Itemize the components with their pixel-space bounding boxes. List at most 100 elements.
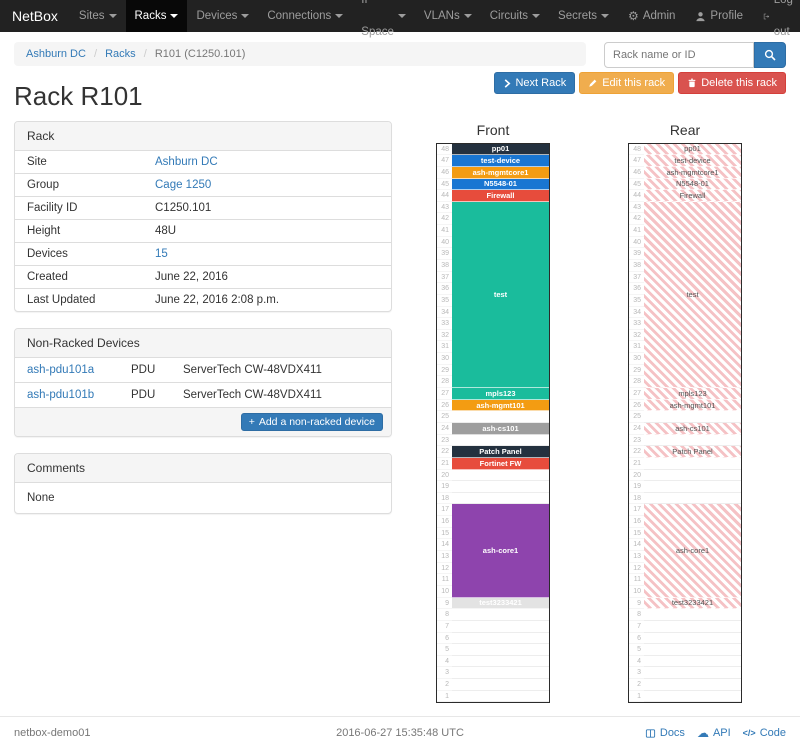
rack-unit-number: 29 — [437, 365, 452, 377]
rack-device[interactable]: ash-cs101 — [452, 422, 549, 435]
rack-unit-empty — [452, 621, 549, 633]
attr-row: Group Cage 1250 — [15, 172, 391, 196]
rack-unit-empty — [644, 470, 741, 482]
docs-label: Docs — [659, 727, 685, 739]
api-link[interactable]: ☁ API — [697, 727, 731, 739]
nav-item-devices[interactable]: Devices — [187, 0, 258, 32]
rack-unit-number: 5 — [629, 644, 644, 656]
docs-link[interactable]: Docs — [645, 727, 685, 739]
rack-unit-empty — [644, 609, 741, 621]
rack-unit-number: 32 — [629, 330, 644, 342]
rack-device[interactable]: test — [452, 201, 549, 389]
rack-device[interactable]: ash-cs101 — [644, 422, 741, 435]
breadcrumb-racks-link[interactable]: Racks — [105, 48, 136, 60]
rack-device[interactable]: Fortinet FW — [452, 457, 549, 470]
nav-item-vlans[interactable]: VLANs — [415, 0, 481, 32]
rack-device[interactable]: test-device — [644, 155, 741, 167]
profile-label: Profile — [710, 10, 744, 22]
rack-device[interactable]: test3233421 — [644, 597, 741, 610]
rack-device[interactable]: N5548-01 — [452, 178, 549, 191]
rack-device[interactable]: ash-core1 — [644, 504, 741, 598]
nav-item-ip-space[interactable]: IP Space — [352, 0, 415, 38]
edit-rack-button[interactable]: Edit this rack — [579, 72, 675, 94]
attr-label: Group — [27, 178, 59, 191]
rack-device[interactable]: ash-mgmtcore1 — [452, 166, 549, 179]
rack-device[interactable]: pp01 — [452, 143, 549, 156]
chevron-down-icon — [463, 14, 472, 18]
search-input[interactable] — [604, 42, 754, 68]
profile-link[interactable]: Profile — [685, 0, 753, 32]
rack-unit-number: 22 — [437, 446, 452, 458]
chevron-down-icon — [108, 14, 117, 18]
cloud-icon: ☁ — [696, 726, 709, 740]
attr-value[interactable]: Ashburn DC — [155, 155, 218, 168]
device-link[interactable]: ash-pdu101a — [27, 363, 95, 376]
rack-device[interactable]: ash-core1 — [452, 504, 549, 598]
breadcrumb-separator: / — [93, 48, 98, 60]
delete-rack-button[interactable]: Delete this rack — [678, 72, 786, 94]
rack-unit-empty — [452, 656, 549, 668]
trash-icon — [688, 78, 696, 88]
attr-row: Site Ashburn DC — [15, 151, 391, 173]
rack-device[interactable]: pp01 — [644, 143, 741, 156]
rack-device[interactable]: test-device — [452, 155, 549, 167]
book-icon — [645, 728, 655, 738]
rack-unit-number: 20 — [437, 470, 452, 482]
rack-device[interactable]: Patch Panel — [452, 446, 549, 458]
logout-link[interactable]: Log out — [753, 0, 800, 38]
add-non-racked-device-button[interactable]: + Add a non-racked device — [240, 412, 383, 431]
attr-label: Devices — [27, 247, 68, 260]
breadcrumb-separator: / — [143, 48, 147, 60]
attr-value[interactable]: 15 — [155, 247, 168, 260]
rack-unit-number: 44 — [629, 190, 644, 202]
rack-unit-number: 4 — [437, 656, 452, 668]
brand-link[interactable]: NetBox — [12, 8, 58, 24]
rack-unit-number: 10 — [629, 586, 644, 598]
nav-item-circuits[interactable]: Circuits — [481, 0, 549, 32]
rack-device[interactable]: Firewall — [452, 190, 549, 202]
next-rack-button[interactable]: Next Rack — [494, 72, 576, 94]
rack-unit-number: 8 — [437, 609, 452, 621]
rack-unit-number: 40 — [437, 237, 452, 249]
rack-unit-number: 40 — [629, 237, 644, 249]
nav-item-racks[interactable]: Racks — [125, 0, 188, 32]
rack-device[interactable]: ash-mgmt101 — [644, 399, 741, 412]
rack-unit-number: 15 — [437, 528, 452, 540]
rack-device[interactable]: Patch Panel — [644, 446, 741, 458]
chevron-right-icon — [505, 78, 511, 88]
admin-link[interactable]: ⚙ Admin — [618, 0, 685, 32]
attr-value[interactable]: Cage 1250 — [155, 178, 212, 191]
rack-unit-empty — [644, 435, 741, 447]
nav-item-connections[interactable]: Connections — [258, 0, 352, 32]
rack-unit-number: 43 — [437, 202, 452, 214]
search-button[interactable] — [754, 42, 786, 68]
device-link[interactable]: ash-pdu101b — [27, 388, 95, 401]
rack-device[interactable]: mpls123 — [644, 388, 741, 400]
rack-device[interactable]: test3233421 — [452, 597, 549, 610]
api-label: API — [712, 727, 731, 739]
attr-label: Last Updated — [27, 293, 96, 306]
rack-unit-empty — [644, 411, 741, 423]
rack-unit-number: 12 — [629, 563, 644, 575]
delete-rack-label: Delete this rack — [701, 77, 777, 89]
code-link[interactable]: </> Code — [743, 727, 786, 739]
rack-device[interactable]: ash-mgmt101 — [452, 399, 549, 412]
rack-device[interactable]: N5548-01 — [644, 178, 741, 191]
front-rack: 48 47 46 45 44 43 42 41 40 39 38 37 36 35 34 33 32 31 30 29… — [436, 142, 550, 704]
nav-item-sites[interactable]: Sites — [70, 0, 126, 32]
rack-device[interactable]: ash-mgmtcore1 — [644, 166, 741, 179]
rack-unit-number: 15 — [629, 528, 644, 540]
rack-unit-number: 21 — [629, 458, 644, 470]
front-elevation: Front 48 47 46 45 44 43 42 41 40 39 38 37 36 35 34 33 32… — [436, 121, 550, 704]
rack-device[interactable]: Firewall — [644, 190, 741, 202]
chevron-down-icon — [601, 14, 610, 18]
rack-device[interactable]: mpls123 — [452, 388, 549, 400]
search-icon — [764, 49, 776, 61]
nav-item-secrets[interactable]: Secrets — [549, 0, 618, 32]
nav-item-label: Devices — [196, 10, 238, 22]
front-elevation-title: Front — [476, 121, 510, 138]
rack-device[interactable]: test — [644, 201, 741, 389]
chevron-down-icon — [532, 14, 541, 18]
edit-rack-label: Edit this rack — [602, 77, 666, 89]
breadcrumb-site-link[interactable]: Ashburn DC — [26, 48, 86, 60]
